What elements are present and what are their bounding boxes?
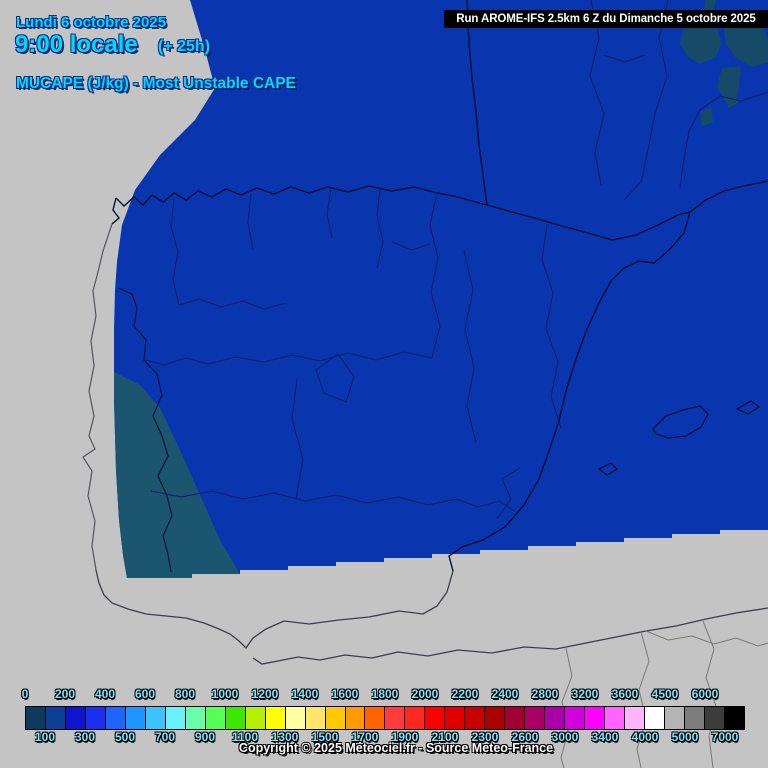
colorbar-cell: [285, 707, 306, 729]
colorbar-tick-label: 5000: [671, 730, 699, 744]
colorbar-cell: [465, 707, 486, 729]
colorbar-tick-label: 200: [54, 687, 76, 701]
colorbar-cell: [345, 707, 366, 729]
date-label: Lundi 6 octobre 2025: [16, 14, 167, 31]
colorbar-tick-label: 800: [174, 687, 196, 701]
colorbar-cell: [505, 707, 526, 729]
colorbar-tick-label: 2000: [411, 687, 439, 701]
colorbar-cell: [625, 707, 646, 729]
colorbar-cell: [325, 707, 346, 729]
colorbar-tick-label: 4500: [651, 687, 679, 701]
colorbar-tick-label: 2300: [471, 730, 499, 744]
colorbar-tick-label: 1600: [331, 687, 359, 701]
colorbar-cell: [85, 707, 106, 729]
colorbar-tick-label: 3400: [591, 730, 619, 744]
colorbar-cell: [145, 707, 166, 729]
colorbar-tick-label: 3000: [551, 730, 579, 744]
parameter-title: MUCAPE (J/kg) - Most Unstable CAPE: [16, 75, 296, 92]
colorbar-tick-label: 7000: [711, 730, 739, 744]
colorbar-cell: [605, 707, 626, 729]
model-domain-area: [114, 0, 768, 578]
colorbar-tick-label: 1000: [211, 687, 239, 701]
colorbar-cell: [365, 707, 386, 729]
colorbar-cell: [645, 707, 665, 729]
colorbar-cell: [545, 707, 566, 729]
low-cape-patches-france: [680, 0, 768, 127]
colorbar-tick-label: 1400: [291, 687, 319, 701]
coastline-north-spain: [111, 0, 768, 572]
colorbar-cell: [565, 707, 586, 729]
colorbar-tick-label: 1200: [251, 687, 279, 701]
colorbar-cell: [245, 707, 266, 729]
colorbar-tick-label: 300: [74, 730, 96, 744]
colorbar-cell: [405, 707, 426, 729]
low-cape-band: [114, 372, 240, 578]
border-spain-portugal: [117, 287, 173, 573]
colorbar-cell: [485, 707, 506, 729]
coastline-portugal: [82, 223, 113, 571]
local-time-label: 9:00 locale: [15, 31, 138, 58]
colorbar-cell: [525, 707, 546, 729]
colorbar-tick-label: 0: [21, 687, 29, 701]
colorbar-tick-label: 2400: [491, 687, 519, 701]
colorbar-cell: [425, 707, 446, 729]
colorbar-tick-label: 2600: [511, 730, 539, 744]
colorbar-cell: [684, 707, 705, 729]
colorbar-tick-label: 2100: [431, 730, 459, 744]
colorbar-tick-label: 600: [134, 687, 156, 701]
colorbar-cell: [125, 707, 146, 729]
colorbar-cell: [165, 707, 186, 729]
coastline-north-africa: [252, 607, 768, 665]
colorbar-tick-label: 2800: [531, 687, 559, 701]
colorbar-cell: [65, 707, 86, 729]
colorbar-tick-label: 2200: [451, 687, 479, 701]
colorbar-tick-label: 700: [154, 730, 176, 744]
colorbar-cell: [45, 707, 66, 729]
colorbar-tick-label: 400: [94, 687, 116, 701]
colorbar-tick-label: 6000: [691, 687, 719, 701]
colorbar-tick-label: 500: [114, 730, 136, 744]
regional-borders-france: [589, 0, 768, 201]
colorbar-tick-label: 3600: [611, 687, 639, 701]
colorbar-cell: [385, 707, 406, 729]
colorbar-tick-label: 1500: [311, 730, 339, 744]
colorbar-cell: [265, 707, 286, 729]
colorbar-tick-label: 900: [194, 730, 216, 744]
colorbar-cells: [25, 706, 745, 730]
balearic-islands: [597, 400, 761, 476]
colorbar-cell: [445, 707, 466, 729]
colorbar-cell: [704, 707, 725, 729]
colorbar-cell: [724, 707, 744, 729]
colorbar-cell: [205, 707, 226, 729]
colorbar-cell: [26, 707, 46, 729]
colorbar-tick-label: 4000: [631, 730, 659, 744]
run-info-text: Run AROME-IFS 2.5km 6 Z du Dimanche 5 oc…: [456, 13, 756, 25]
colorbar-tick-label: 1300: [271, 730, 299, 744]
colorbar-tick-label: 1900: [391, 730, 419, 744]
colorbar-cell: [665, 707, 685, 729]
colorbar-tick-label: 100: [34, 730, 56, 744]
copyright-label: Copyright © 2025 Meteociel.fr - Source M…: [238, 741, 554, 755]
colorbar-tick-label: 3200: [571, 687, 599, 701]
colorbar-tick-label: 1100: [231, 730, 259, 744]
forecast-offset-label: (+ 25h): [158, 38, 211, 55]
colorbar-cell: [105, 707, 126, 729]
colorbar-tick-label: 1800: [371, 687, 399, 701]
colorbar-cell: [225, 707, 246, 729]
colorbar-cell: [585, 707, 606, 729]
colorbar-tick-label: 1700: [351, 730, 379, 744]
coastline-south-spain: [95, 569, 454, 650]
colorbar-cell: [185, 707, 206, 729]
run-info-box: Run AROME-IFS 2.5km 6 Z du Dimanche 5 oc…: [444, 10, 768, 28]
colorbar-cell: [305, 707, 326, 729]
regional-borders-spain: [145, 188, 562, 520]
